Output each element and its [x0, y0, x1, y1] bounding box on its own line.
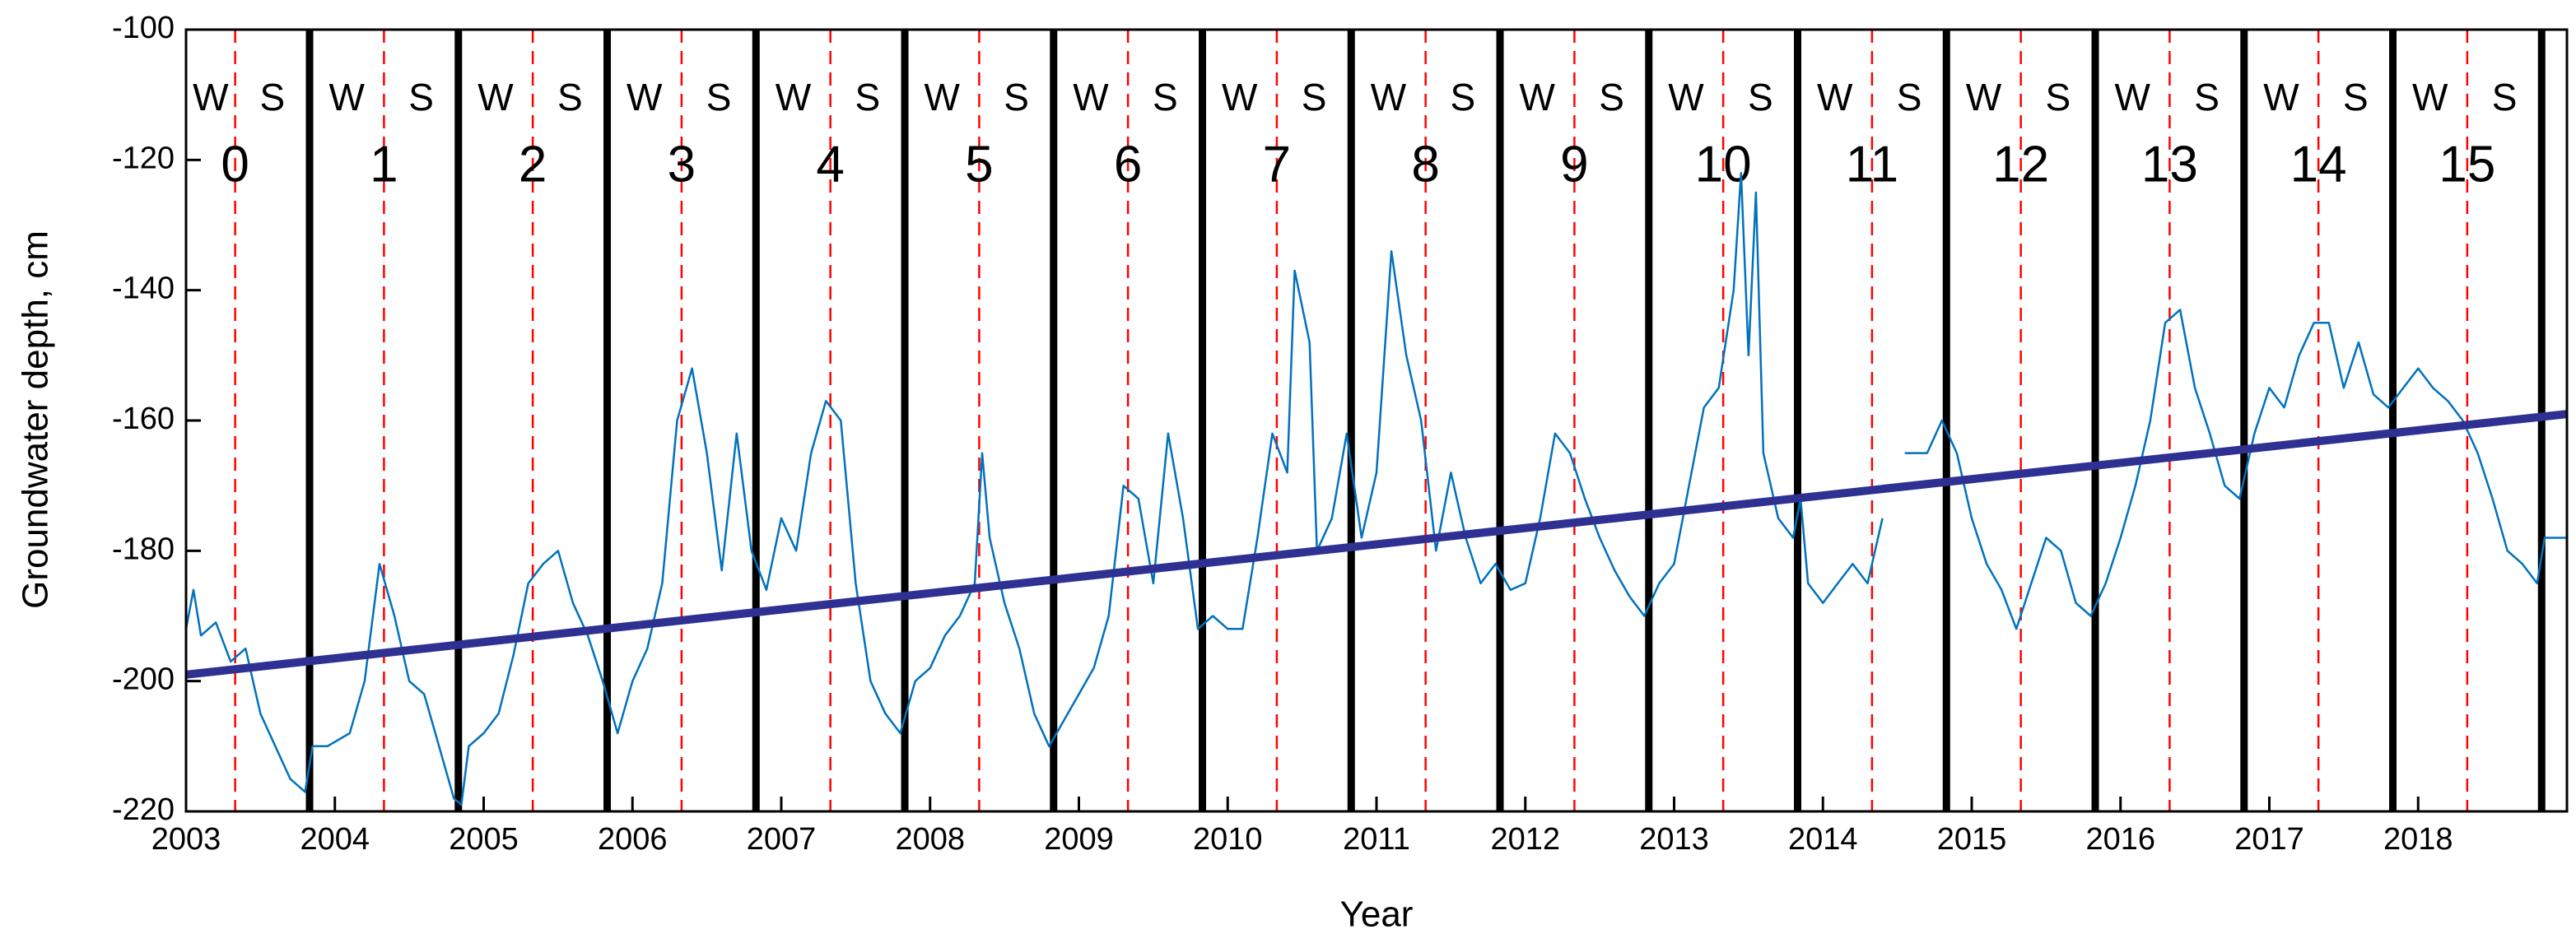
winter-label: W [2114, 76, 2150, 118]
hydro-year-label: 0 [221, 136, 249, 193]
winter-label: W [1966, 76, 2002, 118]
x-tick-label: 2008 [895, 822, 965, 857]
winter-label: W [1668, 76, 1704, 118]
y-tick-label: -160 [112, 402, 175, 436]
y-axis-label: Groundwater depth, cm [16, 230, 56, 609]
hydro-year-label: 14 [2290, 136, 2347, 193]
summer-label: S [1748, 76, 1773, 118]
winter-label: W [2412, 76, 2448, 118]
x-tick-label: 2016 [2085, 822, 2155, 857]
summer-label: S [1302, 76, 1327, 118]
summer-label: S [2045, 76, 2071, 118]
summer-label: S [1004, 76, 1029, 118]
winter-label: W [776, 76, 812, 118]
x-tick-label: 2013 [1639, 822, 1709, 857]
x-tick-label: 2009 [1044, 822, 1114, 857]
x-tick-label: 2006 [598, 822, 668, 857]
winter-label: W [627, 76, 663, 118]
hydro-year-label: 4 [816, 136, 844, 193]
x-tick-label: 2011 [1343, 822, 1410, 857]
y-tick-label: -220 [112, 792, 175, 827]
summer-label: S [2194, 76, 2220, 118]
y-tick-label: -120 [112, 141, 175, 175]
summer-label: S [1153, 76, 1178, 118]
x-tick-label: 2018 [2383, 822, 2453, 857]
x-tick-label: 2017 [2234, 822, 2304, 857]
x-tick-label: 2003 [151, 822, 221, 857]
winter-label: W [1371, 76, 1407, 118]
trend-line [185, 410, 2568, 679]
winter-label: W [1817, 76, 1853, 118]
summer-label: S [2492, 76, 2518, 118]
x-tick-label: 2015 [1937, 822, 2007, 857]
winter-label: W [2263, 76, 2299, 118]
winter-label: W [1222, 76, 1258, 118]
hydro-year-label: 3 [668, 136, 696, 193]
x-tick-label: 2004 [300, 822, 370, 857]
groundwater-line [184, 171, 2567, 806]
x-tick-label: 2005 [449, 822, 519, 857]
hydro-year-label: 1 [370, 136, 398, 193]
y-tick-label: -100 [112, 11, 175, 45]
summer-label: S [855, 76, 880, 118]
y-tick-label: -140 [112, 272, 175, 306]
hydro-year-label: 11 [1846, 136, 1898, 193]
hydro-year-label: 6 [1114, 136, 1142, 193]
hydro-year-label: 10 [1695, 136, 1752, 193]
summer-label: S [2343, 76, 2369, 118]
x-tick-label: 2012 [1490, 822, 1560, 857]
hydro-year-label: 2 [519, 136, 547, 193]
hydro-year-label: 7 [1263, 136, 1291, 193]
summer-label: S [1897, 76, 1922, 118]
y-tick-label: -200 [112, 662, 175, 697]
winter-label: W [477, 76, 514, 118]
winter-label: W [924, 76, 960, 118]
hydro-year-label: 5 [965, 136, 993, 193]
hydro-year-label: 13 [2141, 136, 2198, 193]
x-tick-label: 2010 [1193, 822, 1263, 857]
y-tick-label: -180 [112, 532, 175, 566]
winter-label: W [1519, 76, 1555, 118]
x-axis-label: Year [1340, 895, 1414, 935]
winter-label: W [328, 76, 365, 118]
x-tick-label: 2007 [747, 822, 817, 857]
hydro-year-label: 12 [1992, 136, 2049, 193]
summer-label: S [259, 76, 285, 118]
hydro-year-label: 8 [1411, 136, 1439, 193]
summer-label: S [706, 76, 732, 118]
winter-label: W [193, 76, 229, 118]
hydro-year-label: 9 [1560, 136, 1588, 193]
summer-label: S [1450, 76, 1475, 118]
winter-label: W [1073, 76, 1109, 118]
x-tick-label: 2014 [1788, 822, 1858, 857]
summer-label: S [557, 76, 583, 118]
summer-label: S [1599, 76, 1624, 118]
summer-label: S [408, 76, 434, 118]
hydro-year-label: 15 [2439, 136, 2495, 193]
